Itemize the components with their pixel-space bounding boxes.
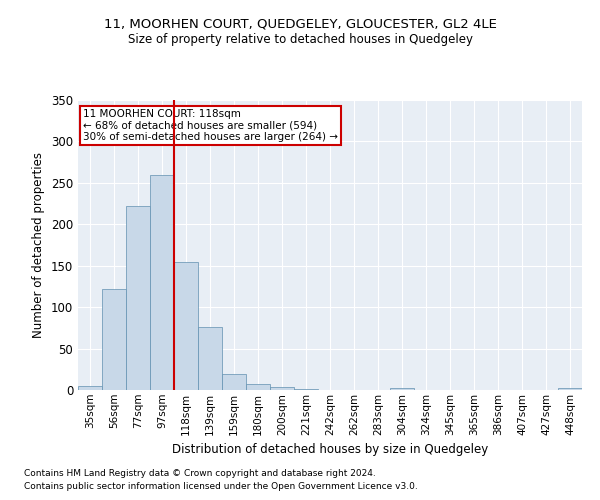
Bar [78, 386, 102, 390]
Y-axis label: Number of detached properties: Number of detached properties [32, 152, 46, 338]
Bar [150, 174, 174, 390]
Bar [198, 327, 222, 390]
Bar [126, 206, 150, 390]
Bar [390, 388, 414, 390]
Text: 11 MOORHEN COURT: 118sqm
← 68% of detached houses are smaller (594)
30% of semi-: 11 MOORHEN COURT: 118sqm ← 68% of detach… [83, 108, 338, 142]
Text: Size of property relative to detached houses in Quedgeley: Size of property relative to detached ho… [128, 32, 473, 46]
Text: Contains public sector information licensed under the Open Government Licence v3: Contains public sector information licen… [24, 482, 418, 491]
Bar [558, 388, 582, 390]
Bar [246, 384, 270, 390]
Text: 11, MOORHEN COURT, QUEDGELEY, GLOUCESTER, GL2 4LE: 11, MOORHEN COURT, QUEDGELEY, GLOUCESTER… [104, 18, 496, 30]
X-axis label: Distribution of detached houses by size in Quedgeley: Distribution of detached houses by size … [172, 443, 488, 456]
Bar [174, 262, 198, 390]
Bar [294, 389, 318, 390]
Bar [102, 289, 126, 390]
Text: Contains HM Land Registry data © Crown copyright and database right 2024.: Contains HM Land Registry data © Crown c… [24, 468, 376, 477]
Bar [222, 374, 246, 390]
Bar [270, 386, 294, 390]
